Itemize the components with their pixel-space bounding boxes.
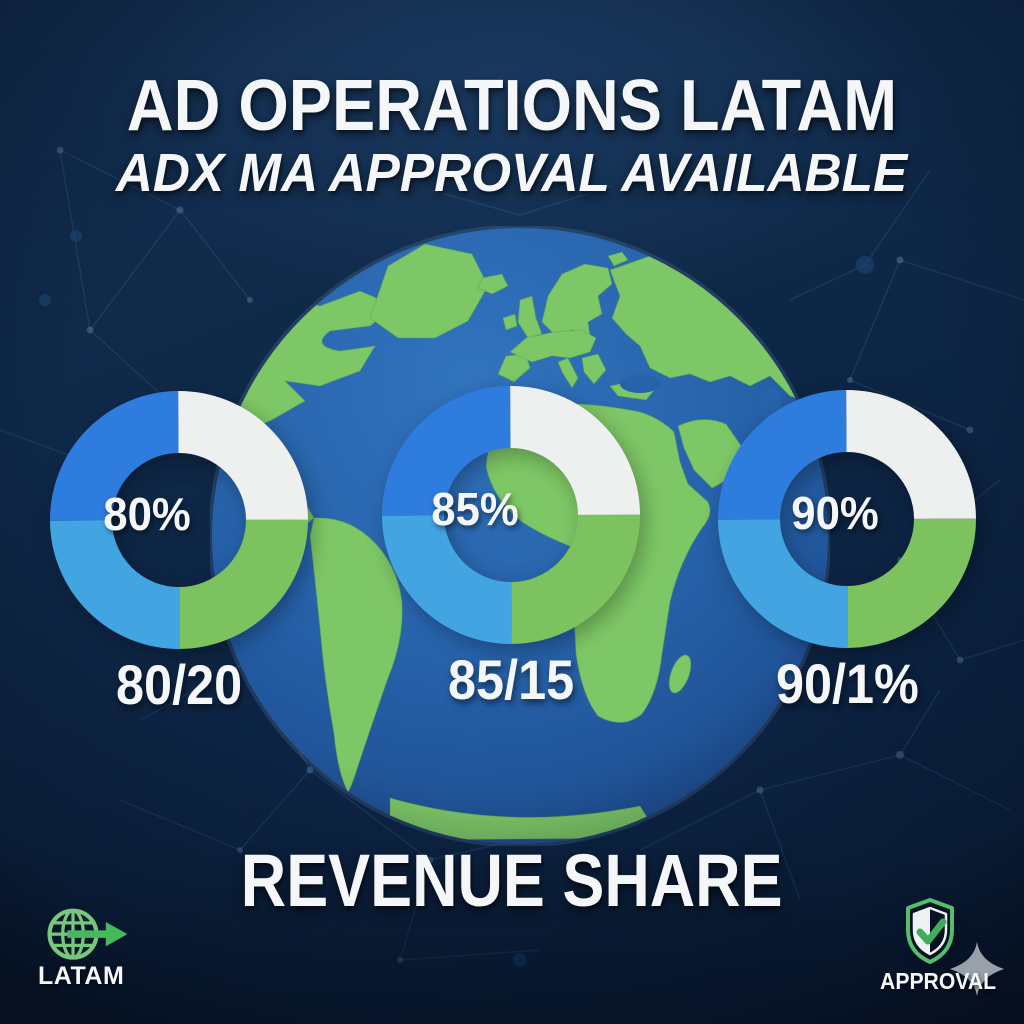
donut-ring bbox=[50, 391, 308, 649]
shield-check-icon bbox=[906, 898, 954, 964]
approval-label-text: APPROVAL bbox=[879, 968, 997, 994]
donut-segment-ring_green bbox=[50, 391, 308, 649]
donut-ring bbox=[382, 386, 640, 644]
donut-center-label: 80% bbox=[47, 388, 311, 652]
donut-ratio-label: 85/15 bbox=[309, 647, 713, 712]
page-subtitle-text: ADX MA APPROVAL AVAILABLE bbox=[116, 143, 908, 203]
page-title: AD OPERATIONS LATAM bbox=[0, 70, 1024, 142]
donut-ratio-label: 90/1% bbox=[645, 651, 1024, 716]
donut-chart-80-20: 80% 80/20 bbox=[47, 388, 311, 716]
revenue-share-text: REVENUE SHARE bbox=[241, 839, 783, 922]
donut-center-label: 85% bbox=[379, 383, 643, 647]
donut-chart-85-15: 85% 85/15 bbox=[379, 383, 643, 711]
donut-segment-ring_green bbox=[718, 390, 976, 648]
donut-segment-ring_green bbox=[382, 386, 640, 644]
donut-ratio-value: 80/20 bbox=[115, 653, 243, 716]
donut-center-value: 85% bbox=[431, 483, 519, 535]
donut-ring bbox=[718, 390, 976, 648]
approval-badge: APPROVAL bbox=[856, 894, 1024, 1004]
donut-segment-ring_blue bbox=[382, 386, 640, 644]
globe-arrow-icon bbox=[47, 908, 128, 960]
donut-ratio-value: 85/15 bbox=[447, 648, 575, 711]
page-subtitle: ADX MA APPROVAL AVAILABLE bbox=[0, 146, 1024, 200]
donut-ratio-value: 90/1% bbox=[775, 652, 919, 715]
donut-center-value: 90% bbox=[791, 487, 879, 539]
donut-chart-90-10: 90% 90/1% bbox=[715, 387, 979, 715]
donut-center-value: 80% bbox=[103, 488, 191, 540]
approval-label: APPROVAL bbox=[856, 968, 1020, 995]
donut-center-label: 90% bbox=[715, 387, 979, 651]
page-title-text: AD OPERATIONS LATAM bbox=[126, 66, 898, 146]
revenue-share-heading: REVENUE SHARE bbox=[0, 844, 1024, 918]
latam-label: LATAM bbox=[38, 962, 125, 990]
donut-ratio-label: 80/20 bbox=[0, 652, 381, 717]
donut-segment-ring_blue bbox=[50, 391, 308, 649]
latam-badge: LATAM bbox=[36, 900, 186, 1004]
sparkle-icon bbox=[949, 941, 1005, 997]
donut-segment-ring_blue bbox=[718, 390, 976, 648]
